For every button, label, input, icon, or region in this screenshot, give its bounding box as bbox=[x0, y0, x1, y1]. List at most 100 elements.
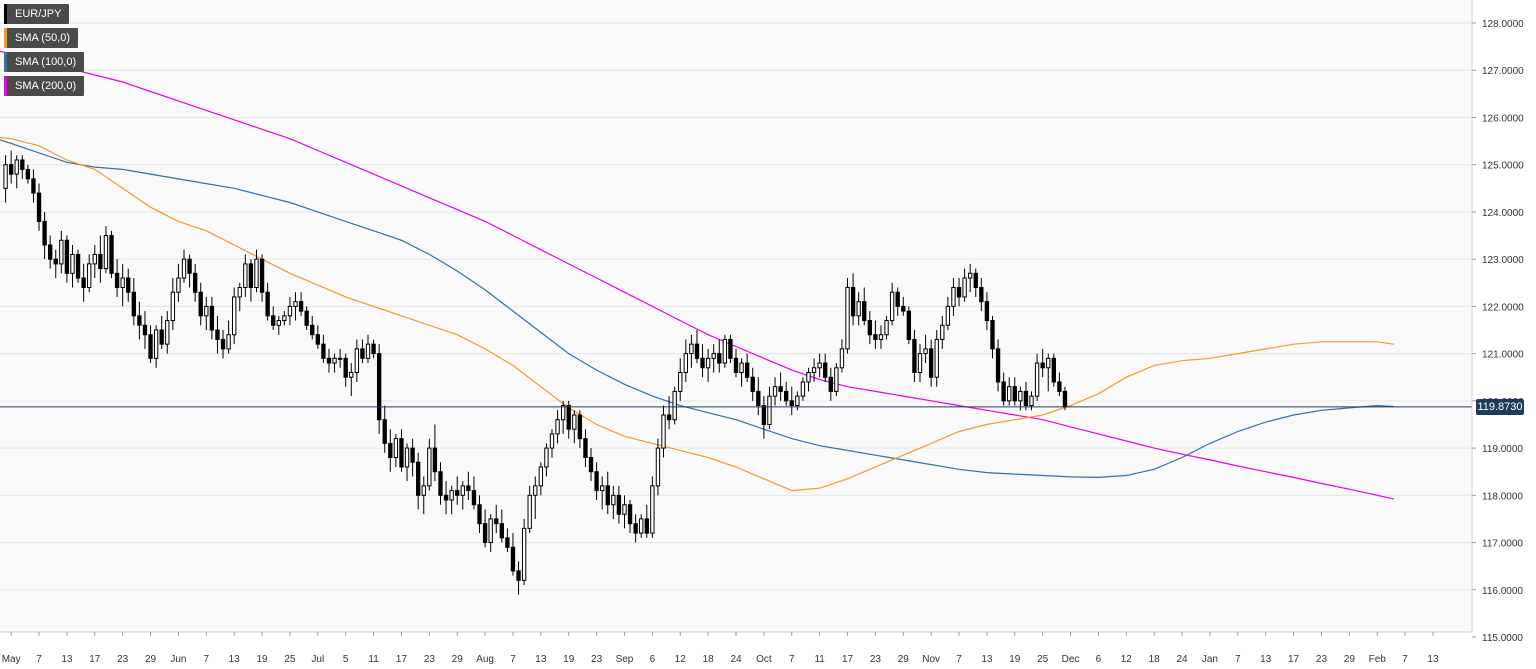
candle bbox=[549, 429, 555, 458]
candle-body bbox=[549, 433, 555, 449]
candle bbox=[505, 528, 510, 552]
candle-body bbox=[1029, 395, 1034, 407]
legend-item-sma200[interactable]: SMA (200,0) bbox=[4, 76, 85, 96]
candle-body bbox=[114, 272, 120, 288]
legend-item-sma100[interactable]: SMA (100,0) bbox=[4, 52, 85, 72]
y-tick-label: 125.0000 bbox=[1482, 161, 1524, 172]
candle-body bbox=[772, 386, 778, 397]
candle bbox=[427, 438, 432, 491]
legend-swatch bbox=[4, 52, 7, 72]
candle bbox=[979, 278, 984, 312]
candle bbox=[878, 325, 884, 349]
candle-body bbox=[817, 362, 822, 369]
candle bbox=[276, 315, 281, 335]
candle-body bbox=[650, 485, 655, 534]
candle-body bbox=[298, 301, 304, 312]
candle-body bbox=[984, 301, 990, 322]
y-tick-label: 119.0000 bbox=[1482, 444, 1523, 455]
candle-body bbox=[259, 258, 265, 293]
candle-body bbox=[220, 338, 226, 350]
candle-body bbox=[572, 414, 577, 430]
candle bbox=[254, 249, 259, 293]
candle bbox=[1001, 372, 1006, 406]
candle bbox=[739, 358, 744, 387]
x-tick-label: 12 bbox=[1121, 654, 1133, 665]
candle bbox=[92, 244, 97, 279]
y-tick-label: 124.0000 bbox=[1482, 208, 1524, 219]
candle-body bbox=[973, 272, 978, 288]
x-tick-label: Aug bbox=[476, 654, 494, 665]
candle bbox=[1023, 381, 1029, 411]
candle-body bbox=[365, 343, 371, 359]
candle bbox=[304, 306, 309, 330]
candle bbox=[784, 381, 789, 406]
candle bbox=[934, 330, 939, 387]
candle-body bbox=[332, 357, 337, 364]
candle bbox=[973, 268, 978, 297]
x-tick-label: Nov bbox=[922, 654, 940, 665]
legend-label: SMA (200,0) bbox=[15, 80, 77, 92]
candle-body bbox=[204, 305, 209, 317]
candle bbox=[722, 334, 728, 368]
candle bbox=[1012, 377, 1017, 406]
x-tick-label: Dec bbox=[1062, 654, 1080, 665]
candle bbox=[81, 263, 86, 302]
candle-body bbox=[388, 442, 393, 459]
candle bbox=[25, 164, 31, 184]
candle-body bbox=[1023, 390, 1029, 407]
candle-body bbox=[393, 438, 399, 459]
y-tick-label: 123.0000 bbox=[1482, 255, 1524, 266]
x-tick-label: 13 bbox=[1427, 654, 1439, 665]
candles bbox=[3, 150, 1068, 595]
candle bbox=[98, 235, 103, 283]
x-tick-label: 24 bbox=[1176, 654, 1188, 665]
chart-background bbox=[0, 0, 1472, 632]
candle bbox=[499, 509, 504, 543]
candle-body bbox=[48, 244, 53, 260]
candle bbox=[360, 339, 365, 364]
candle bbox=[945, 296, 951, 330]
x-tick-label: 19 bbox=[1009, 654, 1021, 665]
candle-body bbox=[282, 315, 287, 322]
candle bbox=[862, 287, 867, 326]
x-tick-label: 23 bbox=[591, 654, 603, 665]
legend-item-price[interactable]: EUR/JPY bbox=[4, 4, 70, 24]
legend-item-sma50[interactable]: SMA (50,0) bbox=[4, 28, 79, 48]
candle bbox=[1057, 372, 1062, 397]
candle bbox=[572, 410, 577, 444]
candle-body bbox=[940, 324, 945, 340]
candle bbox=[443, 481, 449, 515]
x-tick-label: 29 bbox=[145, 654, 157, 665]
candle-body bbox=[1018, 390, 1023, 402]
candle-body bbox=[856, 301, 861, 317]
candle bbox=[605, 471, 610, 515]
candle-body bbox=[884, 320, 889, 336]
candle bbox=[923, 334, 928, 364]
candle bbox=[120, 263, 125, 307]
candle-body bbox=[694, 343, 700, 359]
candle-body bbox=[181, 258, 187, 279]
candle-body bbox=[1062, 390, 1068, 408]
candle-body bbox=[416, 461, 421, 496]
candle-body bbox=[912, 338, 917, 374]
candle bbox=[271, 306, 276, 330]
candle bbox=[962, 268, 967, 302]
candle bbox=[159, 315, 164, 349]
x-tick-label: Jul bbox=[311, 654, 324, 665]
candle-body bbox=[477, 504, 482, 525]
candle-body bbox=[510, 546, 516, 572]
candle-body bbox=[588, 457, 594, 473]
candle-body bbox=[432, 447, 438, 473]
candle-body bbox=[644, 518, 649, 534]
candle bbox=[232, 287, 237, 345]
x-tick-label: Jun bbox=[170, 654, 186, 665]
legend-swatch bbox=[4, 4, 7, 24]
x-tick-label: 12 bbox=[675, 654, 687, 665]
candle-body bbox=[951, 286, 956, 307]
candle-body bbox=[64, 239, 70, 274]
candle-body bbox=[42, 220, 47, 246]
candle bbox=[87, 254, 92, 293]
candle bbox=[611, 485, 616, 519]
x-tick-label: 23 bbox=[1316, 654, 1328, 665]
candle-body bbox=[455, 490, 460, 496]
